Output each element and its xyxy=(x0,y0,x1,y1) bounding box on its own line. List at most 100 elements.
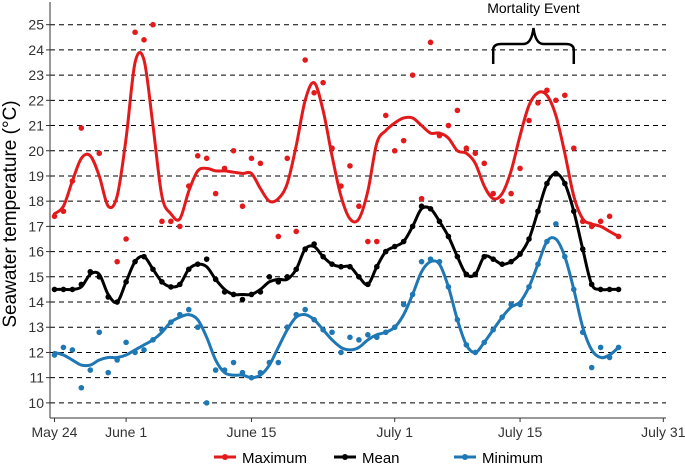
data-point-minimum xyxy=(159,326,165,333)
data-point-mean xyxy=(141,253,147,260)
data-point-mean xyxy=(588,281,595,288)
data-point-maximum xyxy=(203,155,210,162)
series xyxy=(51,21,622,406)
data-point-minimum xyxy=(123,339,129,346)
data-point-maximum xyxy=(150,21,156,28)
trend-line-minimum xyxy=(52,236,621,380)
data-point-maximum xyxy=(535,100,541,106)
y-tick-label: 24 xyxy=(28,42,44,58)
data-point-mean xyxy=(203,256,210,262)
data-point-maximum xyxy=(159,218,165,225)
legend-item-minimum: Minimum xyxy=(454,450,543,467)
data-point-maximum xyxy=(409,72,416,78)
data-point-maximum xyxy=(427,39,434,46)
trend-line-mean xyxy=(52,171,621,304)
data-point-mean xyxy=(391,243,398,250)
data-point-maximum xyxy=(69,178,76,184)
y-tick-label: 25 xyxy=(28,17,44,33)
data-point-mean xyxy=(168,284,174,290)
data-point-mean xyxy=(105,294,111,300)
data-point-mean xyxy=(544,180,550,187)
data-point-mean xyxy=(463,271,470,278)
data-point-minimum xyxy=(436,258,443,265)
y-tick-label: 19 xyxy=(28,168,44,184)
data-point-maximum xyxy=(418,195,425,202)
trend-line-maximum xyxy=(52,50,621,238)
data-point-maximum xyxy=(194,152,201,159)
data-point-maximum xyxy=(320,79,326,86)
data-point-minimum xyxy=(293,311,300,318)
data-point-minimum xyxy=(409,291,416,298)
data-point-maximum xyxy=(391,147,398,154)
data-point-minimum xyxy=(51,352,58,358)
data-point-mean xyxy=(472,271,479,278)
series-mean xyxy=(51,170,622,305)
data-point-maximum xyxy=(302,57,308,63)
data-point-maximum xyxy=(275,233,282,240)
data-point-maximum xyxy=(96,150,103,157)
legend-swatch-dot xyxy=(342,454,348,460)
y-tick-label: 11 xyxy=(29,370,44,386)
data-point-minimum xyxy=(481,339,488,346)
data-point-minimum xyxy=(544,238,550,245)
data-point-minimum xyxy=(606,354,613,361)
data-point-maximum xyxy=(347,163,353,169)
data-point-mean xyxy=(400,238,407,245)
data-point-minimum xyxy=(230,359,237,366)
data-point-mean xyxy=(257,289,264,295)
data-point-maximum xyxy=(329,145,335,152)
legend-item-mean: Mean xyxy=(334,450,400,467)
data-point-maximum xyxy=(562,92,568,99)
data-point-maximum xyxy=(481,160,488,167)
data-point-maximum xyxy=(454,107,461,114)
data-point-mean xyxy=(409,223,416,230)
y-tick-label: 16 xyxy=(28,244,44,260)
data-point-minimum xyxy=(275,359,282,366)
data-point-mean xyxy=(302,246,308,252)
data-point-maximum xyxy=(78,125,85,131)
data-point-maximum xyxy=(570,145,577,152)
data-point-mean xyxy=(221,289,228,295)
data-point-maximum xyxy=(544,87,550,94)
data-point-minimum xyxy=(185,306,192,313)
data-point-minimum xyxy=(114,357,120,363)
data-point-minimum xyxy=(266,359,273,366)
mortality-annotation: Mortality Event xyxy=(487,0,580,64)
data-point-mean xyxy=(329,261,335,268)
data-point-maximum xyxy=(597,218,604,225)
x-tick-label: July 15 xyxy=(498,424,543,440)
data-point-minimum xyxy=(239,369,246,376)
data-point-maximum xyxy=(248,155,255,162)
mortality-event-label: Mortality Event xyxy=(487,0,580,16)
data-point-minimum xyxy=(248,374,255,381)
legend-swatch-dot xyxy=(462,454,468,460)
data-point-minimum xyxy=(150,337,156,343)
data-point-mean xyxy=(230,291,237,298)
data-point-minimum xyxy=(562,253,568,260)
data-point-minimum xyxy=(365,332,371,338)
data-point-minimum xyxy=(579,329,586,336)
data-point-maximum xyxy=(445,122,452,129)
data-point-minimum xyxy=(454,316,461,323)
data-point-maximum xyxy=(588,223,595,230)
data-point-maximum xyxy=(526,117,532,124)
data-point-minimum xyxy=(472,349,479,356)
data-point-mean xyxy=(499,261,505,268)
data-point-minimum xyxy=(463,342,470,348)
legend-item-maximum: Maximum xyxy=(214,450,307,467)
data-point-minimum xyxy=(329,329,335,336)
data-point-minimum xyxy=(347,334,353,341)
mortality-brace xyxy=(491,27,576,64)
y-tick-label: 18 xyxy=(28,193,44,209)
data-point-minimum xyxy=(553,221,559,227)
data-point-minimum xyxy=(177,311,183,318)
data-point-minimum xyxy=(78,384,85,391)
data-point-minimum xyxy=(490,326,496,333)
data-point-mean xyxy=(365,281,371,288)
data-point-minimum xyxy=(400,301,407,308)
data-point-mean xyxy=(275,279,282,285)
data-point-minimum xyxy=(311,316,317,323)
data-point-minimum xyxy=(257,369,264,376)
